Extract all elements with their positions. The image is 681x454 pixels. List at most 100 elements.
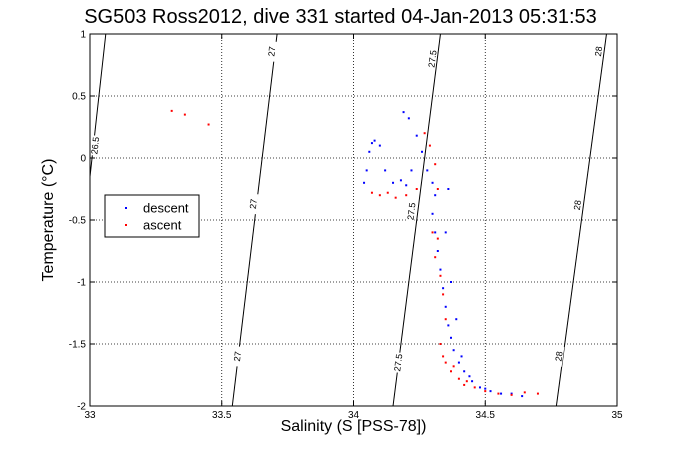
descent-point: [447, 324, 450, 327]
contour-label: 27.5: [405, 202, 417, 221]
ascent-point: [444, 361, 447, 364]
descent-point: [363, 181, 366, 184]
descent-point: [521, 395, 524, 398]
ascent-point: [452, 365, 455, 368]
descent-point: [452, 349, 455, 352]
ascent-point: [434, 163, 437, 166]
y-tick-label: -1: [77, 278, 86, 289]
ascent-point: [423, 132, 426, 135]
y-tick-label: -1.5: [69, 340, 87, 351]
x-tick-label: 33.5: [212, 410, 232, 421]
ascent-point: [405, 194, 408, 197]
contour-label-bg: [266, 40, 277, 62]
ascent-point: [473, 386, 476, 389]
ascent-point: [386, 191, 389, 194]
contour-label: 27: [232, 351, 243, 362]
descent-point: [436, 250, 439, 252]
ascent-point: [463, 383, 466, 386]
legend-marker: [125, 224, 127, 226]
contour-label: 27: [248, 198, 259, 209]
ascent-point: [394, 196, 397, 199]
ascent-point: [449, 370, 452, 373]
descent-point: [410, 169, 413, 172]
ascent-point: [510, 393, 513, 396]
descent-point: [407, 117, 410, 120]
descent-point: [444, 231, 447, 234]
chart-title: SG503 Ross2012, dive 331 started 04-Jan-…: [84, 6, 597, 28]
x-tick-label: 35: [611, 410, 623, 421]
x-tick-label: 34: [348, 410, 360, 421]
descent-point: [373, 139, 376, 142]
density-contour-line: [231, 34, 278, 406]
contour-label-bg: [248, 193, 259, 215]
contour-label-bg: [406, 200, 417, 222]
descent-point: [365, 169, 368, 172]
ascent-point: [434, 256, 437, 259]
ascent-point: [497, 392, 500, 395]
descent-point: [405, 184, 408, 187]
ascent-point: [207, 123, 210, 126]
ascent-point: [439, 343, 442, 345]
ascent-point: [442, 355, 445, 358]
descent-point: [431, 212, 434, 215]
descent-point: [421, 150, 424, 153]
ascent-point: [536, 392, 539, 395]
descent-point: [463, 370, 466, 373]
contour-label-bg: [553, 345, 565, 367]
descent-point: [384, 169, 387, 172]
descent-point: [426, 169, 429, 172]
descent-point: [457, 361, 460, 364]
y-tick-label: 0: [80, 154, 86, 165]
descent-point: [415, 134, 418, 137]
descent-point: [444, 305, 447, 308]
y-tick-label: 1: [80, 30, 86, 41]
contour-label: 28: [553, 351, 564, 362]
descent-point: [378, 144, 381, 147]
descent-point: [460, 355, 463, 358]
contour-label: 27.5: [426, 49, 438, 68]
contour-label: 28: [593, 46, 604, 57]
ascent-point: [439, 274, 442, 277]
contour-label-bg: [572, 194, 583, 216]
ascent-point: [378, 194, 381, 197]
ascent-point: [370, 191, 373, 194]
ascent-point: [442, 293, 445, 296]
descent-point: [500, 392, 503, 395]
descent-point: [478, 386, 481, 389]
ascent-point: [523, 391, 526, 394]
legend-label: descent: [143, 201, 189, 216]
descent-point: [489, 390, 492, 393]
descent-point: [368, 150, 371, 153]
descent-point: [449, 336, 452, 339]
legend-marker: [125, 207, 127, 209]
descent-point: [439, 268, 442, 271]
ascent-point: [415, 188, 418, 190]
x-tick-label: 34.5: [476, 410, 496, 421]
contour-label-bg: [427, 48, 438, 70]
descent-point: [370, 142, 373, 145]
legend-box: [104, 194, 200, 238]
contour-label-bg: [232, 345, 243, 367]
descent-point: [402, 111, 405, 114]
x-tick-label: 33: [84, 410, 96, 421]
ascent-point: [444, 318, 447, 321]
descent-point: [455, 318, 458, 321]
descent-point: [431, 181, 434, 184]
descent-point: [510, 392, 513, 395]
descent-point: [449, 281, 452, 283]
descent-point: [392, 181, 395, 184]
descent-point: [484, 387, 487, 390]
density-contour-line: [392, 34, 441, 406]
ascent-point: [431, 231, 434, 234]
ascent-point: [436, 237, 439, 240]
contour-label-bg: [90, 135, 101, 156]
contour-label-bg: [393, 352, 404, 374]
y-tick-label: 0.5: [72, 92, 86, 103]
descent-point: [399, 179, 402, 182]
descent-point: [471, 380, 474, 383]
contour-label: 28: [572, 199, 583, 210]
contour-label: 27.5: [392, 353, 404, 372]
y-tick-label: -0.5: [69, 216, 87, 227]
density-contour-line: [555, 34, 607, 406]
